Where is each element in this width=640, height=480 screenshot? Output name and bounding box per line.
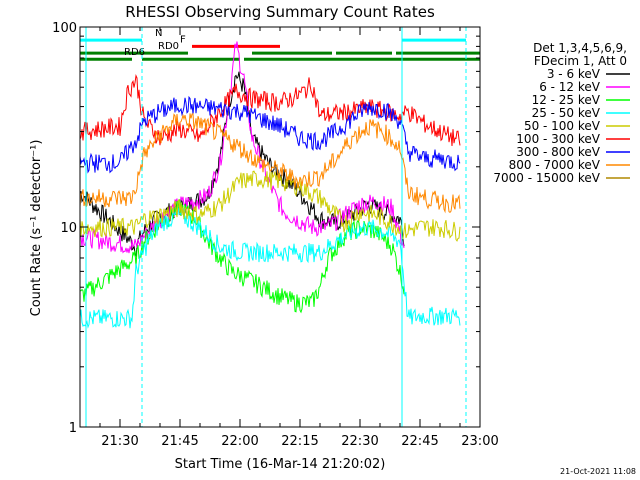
legend-label: 7000 - 15000 keV <box>493 171 600 185</box>
flag-label: F <box>180 34 186 45</box>
y-axis-label: Count Rate (s⁻¹ detector⁻¹) <box>29 140 44 317</box>
legend-label: 800 - 7000 keV <box>509 158 601 172</box>
legend-header: FDecim 1, Att 0 <box>534 54 627 68</box>
footer-date: 21-Oct-2021 11:08 <box>560 467 636 476</box>
x-tick-label: 21:45 <box>161 434 198 449</box>
series-line <box>79 170 461 242</box>
x-tick-label: 22:00 <box>221 434 258 449</box>
legend-label: 300 - 800 keV <box>516 145 600 159</box>
y-tick-label: 100 <box>52 21 77 36</box>
series-line <box>79 95 461 174</box>
legend-label: 50 - 100 keV <box>524 119 601 133</box>
flag-label: RD0 <box>158 41 179 52</box>
series-lines <box>79 41 480 428</box>
y-tick-label: 1 <box>69 421 77 436</box>
series-line <box>79 74 461 147</box>
flag-label: N <box>155 28 162 39</box>
x-tick-label: 22:15 <box>281 434 318 449</box>
legend-label: 3 - 6 keV <box>547 67 601 81</box>
axis-ticks: 21:30 21:45 22:00 22:15 22:30 22:45 23:00 1 10 10… <box>52 21 499 449</box>
flag-label: RD6 <box>124 47 145 58</box>
plot-frame <box>79 26 481 428</box>
x-tick-label: 22:30 <box>341 434 378 449</box>
legend-label: 25 - 50 keV <box>532 106 601 120</box>
y-tick-label: 10 <box>60 221 77 236</box>
series-line <box>79 41 405 254</box>
chart-title: RHESSI Observing Summary Count Rates <box>125 3 435 21</box>
x-tick-label: 23:00 <box>461 434 498 449</box>
legend-label: 6 - 12 keV <box>539 80 601 94</box>
legend-label: 100 - 300 keV <box>516 132 600 146</box>
x-tick-label: 21:30 <box>101 434 138 449</box>
series-line <box>79 113 461 214</box>
legend: Det 1,3,4,5,6,9,FDecim 1, Att 03 - 6 keV… <box>493 41 630 185</box>
legend-label: 12 - 25 keV <box>532 93 601 107</box>
series-line <box>79 207 461 329</box>
legend-header: Det 1,3,4,5,6,9, <box>533 41 627 55</box>
x-axis-label: Start Time (16-Mar-14 21:20:02) <box>175 457 386 472</box>
x-tick-label: 22:45 <box>401 434 438 449</box>
